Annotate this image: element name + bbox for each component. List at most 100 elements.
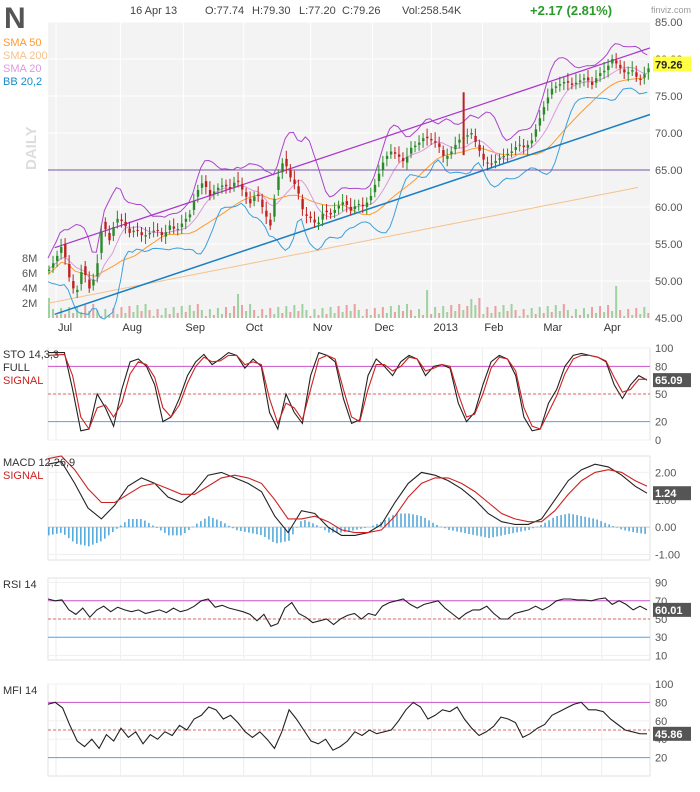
volume-bar [627, 309, 630, 318]
macd-histogram-bar [484, 527, 486, 538]
volume-bar [558, 311, 561, 318]
candle-body [570, 83, 574, 85]
candle-body [333, 209, 336, 213]
candle-body [180, 223, 184, 228]
volume-bar [285, 306, 288, 318]
macd-histogram-bar [540, 524, 542, 528]
volume-bar [257, 316, 260, 318]
candle-body [220, 185, 224, 188]
macd-histogram-bar [108, 527, 110, 536]
indicator-y-tick-label: 2.00 [655, 467, 676, 479]
volume-bar [237, 294, 240, 318]
volume-bar [152, 316, 155, 318]
volume-bar [100, 316, 103, 318]
legend-sma-200: SMA 200 [3, 50, 48, 62]
macd-histogram-bar [628, 527, 630, 532]
candle-body [56, 255, 59, 262]
volume-bar [631, 315, 634, 318]
volume-bar [389, 306, 392, 318]
indicator-y-tick-label: 100 [655, 679, 673, 691]
candle-body [100, 232, 103, 253]
indicator-last-value: 1.24 [655, 488, 677, 500]
indicator-line-rsi [47, 597, 648, 627]
candle-body [196, 189, 200, 197]
candle-body [450, 151, 453, 155]
macd-histogram-bar [48, 527, 50, 536]
macd-histogram-bar [224, 523, 226, 528]
volume-bar [591, 307, 594, 318]
macd-histogram-bar [236, 527, 238, 531]
volume-bar [486, 307, 489, 318]
indicator-label: MFI 14 [3, 685, 37, 697]
macd-histogram-bar [296, 527, 298, 528]
candle-body [337, 205, 341, 209]
volume-bar [639, 314, 642, 318]
volume-bar [333, 313, 336, 318]
macd-histogram-bar [420, 515, 422, 528]
macd-histogram-bar [364, 527, 366, 528]
candle-body [615, 60, 618, 64]
candle-body [498, 158, 501, 160]
candle-body [233, 182, 236, 187]
volume-bar [128, 306, 131, 318]
volume-bar [422, 315, 425, 318]
candle-body [76, 289, 79, 293]
candle-body [60, 246, 63, 253]
header-volume: Vol:258.54K [402, 5, 462, 17]
macd-histogram-bar [416, 515, 418, 528]
candle-body [265, 210, 268, 217]
macd-histogram-bar [524, 527, 526, 531]
candle-body [643, 74, 646, 78]
candle-body [192, 201, 196, 210]
candle-body [64, 244, 67, 258]
volume-bar [321, 308, 324, 318]
macd-histogram-bar [512, 527, 514, 534]
candle-body [418, 142, 421, 145]
candle-body [373, 184, 377, 193]
volume-bar [615, 286, 618, 318]
volume-bar [542, 313, 545, 318]
macd-histogram-bar [196, 523, 198, 528]
candle-body [389, 151, 393, 155]
candle-body [321, 213, 324, 220]
macd-histogram-bar [596, 519, 598, 528]
brand-logo[interactable]: finviz.com [651, 5, 691, 15]
macd-histogram-bar [216, 519, 218, 528]
macd-histogram-bar [396, 513, 398, 528]
volume-bar [293, 305, 296, 318]
macd-histogram-bar [544, 522, 546, 528]
macd-histogram-bar [568, 513, 570, 528]
volume-bar [60, 308, 63, 318]
volume-bar [249, 304, 252, 318]
volume-bar [112, 308, 115, 318]
volume-bar [156, 309, 159, 318]
volume-bar [357, 310, 360, 318]
candle-body [578, 80, 582, 82]
macd-histogram-bar [200, 521, 202, 528]
bb-upper-line [47, 43, 648, 259]
macd-histogram-bar [608, 524, 610, 528]
volume-bar [470, 299, 473, 318]
macd-histogram-bar [304, 520, 306, 528]
macd-histogram-bar [252, 527, 254, 534]
candle-body [128, 228, 131, 233]
volume-bar [164, 308, 167, 318]
candle-body [108, 232, 111, 241]
macd-histogram-bar [92, 527, 94, 545]
volume-bar [289, 312, 292, 318]
volume-bar [405, 304, 408, 318]
volume-bar [160, 315, 163, 318]
volume-bar [595, 313, 598, 318]
price-x-tick-label: Feb [484, 322, 503, 334]
candle-body [619, 64, 622, 68]
macd-histogram-bar [452, 527, 454, 531]
candle-body [357, 204, 361, 206]
macd-histogram-bar [408, 513, 410, 528]
indicator-y-tick-label: 90 [655, 578, 667, 590]
indicator-label: SIGNAL [3, 470, 43, 482]
candle-body [224, 184, 228, 187]
indicator-line-mfi [47, 701, 648, 751]
